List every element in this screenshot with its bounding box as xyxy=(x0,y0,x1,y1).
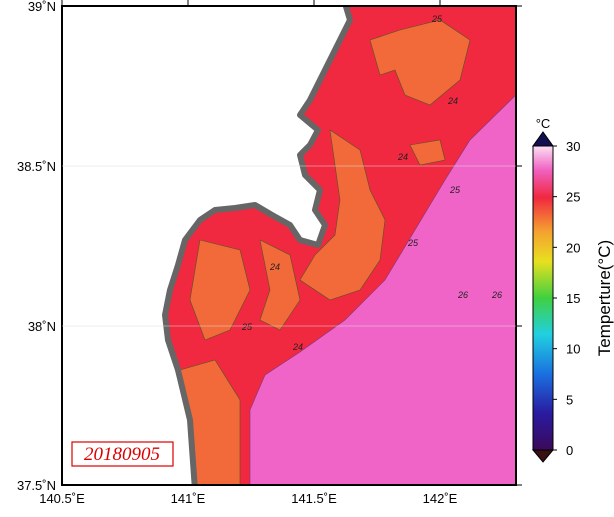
contour-label: 24 xyxy=(397,152,408,162)
contour-label: 25 xyxy=(241,322,253,332)
date-box xyxy=(71,441,174,467)
colorbar-tick-label: 0 xyxy=(566,443,573,458)
contour-label: 24 xyxy=(269,262,280,272)
contour-label: 24 xyxy=(292,342,303,352)
colorbar-tick-label: 15 xyxy=(566,291,580,306)
contour-label: 24 xyxy=(447,96,458,106)
contour-label: 25 xyxy=(431,14,443,24)
lat-label: 39˚N xyxy=(28,0,56,14)
colorbar-arrow xyxy=(531,449,555,463)
contour-label: 26 xyxy=(491,290,502,300)
lat-label: 38.5˚N xyxy=(17,159,56,174)
contour-label: 25 xyxy=(407,238,419,248)
colorbar-title: Temperture(°C) xyxy=(595,240,614,356)
lon-label: 140.5˚E xyxy=(39,491,85,506)
map-area: 25 24 24 25 25 24 25 24 26 26 20180905 xyxy=(62,6,516,485)
lon-label: 141˚E xyxy=(171,491,206,506)
contour-label: 26 xyxy=(457,290,468,300)
lat-label: 38˚N xyxy=(28,319,56,334)
sea-hot xyxy=(249,94,516,485)
lon-label: 141.5˚E xyxy=(291,491,337,506)
date-label: 20180905 xyxy=(84,444,160,465)
contour-label: 25 xyxy=(449,185,461,195)
colorbar-tick-label: 20 xyxy=(566,240,580,255)
land xyxy=(62,6,353,485)
colorbar: °C Temperture(°C) 0 5 10 15 20 25 30 xyxy=(531,116,614,463)
colorbar-tick-label: 10 xyxy=(566,342,580,357)
colorbar-arrow xyxy=(532,131,554,147)
colorbar-tick-label: 5 xyxy=(566,392,573,407)
lon-label: 142˚E xyxy=(423,491,458,506)
lat-label: 37.5˚N xyxy=(17,478,56,493)
colorbar-scale xyxy=(532,145,554,451)
contour-labels: 25 24 24 25 25 24 25 24 26 26 xyxy=(241,14,502,352)
colorbar-unit: °C xyxy=(536,116,551,131)
map-frame xyxy=(61,5,517,486)
colorbar-tick-label: 30 xyxy=(566,139,580,154)
sea-orange xyxy=(179,19,471,485)
colorbar-tick-label: 25 xyxy=(566,190,580,205)
